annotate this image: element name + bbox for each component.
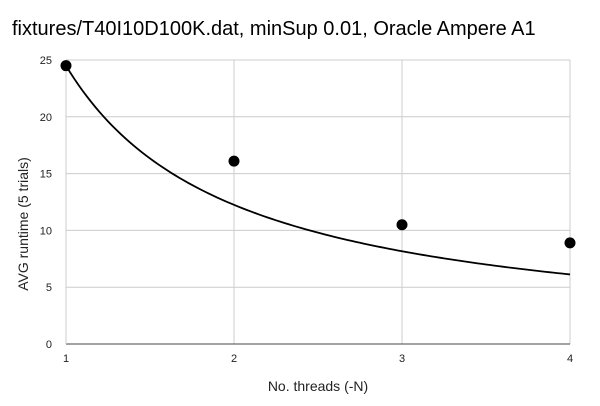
axis-layer: 0 5 10 15 20 25 1 2 3 4: [40, 55, 573, 365]
data-point: [60, 60, 72, 72]
data-point: [228, 155, 240, 167]
y-tick-label: 25: [40, 55, 52, 67]
x-tick-label: 2: [231, 353, 237, 365]
y-axis-label: AVG runtime (5 trials): [15, 157, 31, 291]
x-tick-label: 4: [567, 353, 573, 365]
trendline: [65, 65, 571, 276]
x-tick-label: 3: [399, 353, 405, 365]
trendline-layer: [65, 65, 571, 276]
chart-title: fixtures/T40I10D100K.dat, minSup 0.01, O…: [12, 18, 536, 40]
y-tick-label: 0: [46, 339, 52, 351]
x-axis-label: No. threads (-N): [268, 378, 368, 394]
data-point: [564, 237, 576, 249]
y-tick-label: 15: [40, 169, 52, 181]
grid-layer: [66, 59, 571, 344]
points-layer: [60, 60, 576, 249]
x-tick-label: 1: [63, 353, 69, 365]
y-tick-label: 20: [40, 112, 52, 124]
y-tick-label: 10: [40, 225, 52, 237]
y-tick-label: 5: [46, 282, 52, 294]
data-point: [396, 219, 408, 231]
